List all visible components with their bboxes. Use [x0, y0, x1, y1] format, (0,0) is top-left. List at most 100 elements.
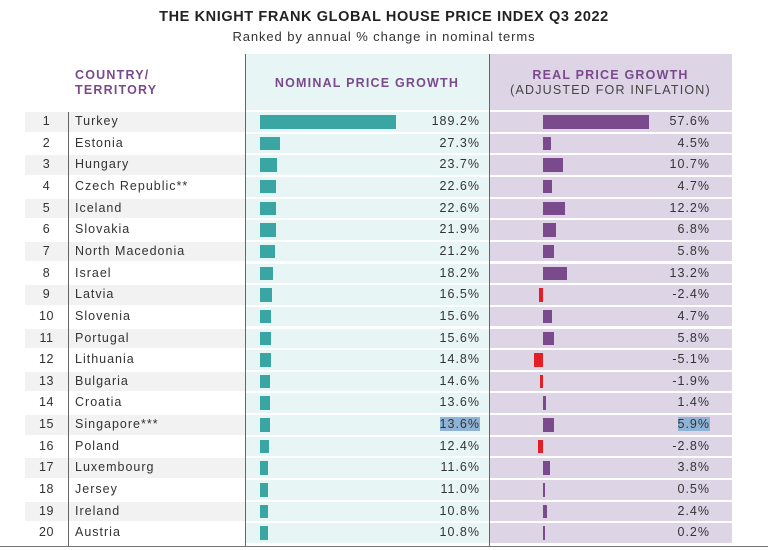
- column-header-country: COUNTRY/ TERRITORY: [75, 68, 165, 98]
- chart-subtitle: Ranked by annual % change in nominal ter…: [232, 29, 536, 44]
- country-label: Croatia: [75, 395, 123, 410]
- real-value-label: 12.2%: [669, 200, 710, 215]
- table-row: 16 Poland 12.4% -2.8%: [0, 436, 768, 457]
- rank-label: 17: [39, 460, 54, 475]
- nominal-bar: [260, 526, 268, 540]
- nominal-value-label: 13.6%: [439, 417, 480, 432]
- nominal-cell-background: [245, 176, 489, 197]
- rank-label: 10: [39, 308, 54, 323]
- nominal-cell-background: [245, 263, 489, 284]
- country-label: Estonia: [75, 135, 124, 150]
- row-label-background: [25, 480, 245, 500]
- nominal-cell-background: [245, 133, 489, 154]
- real-bar: [543, 201, 566, 216]
- table-row: 11 Portugal 15.6% 5.8%: [0, 328, 768, 349]
- nominal-cell-background: [245, 198, 489, 219]
- nominal-value-label: 22.6%: [439, 200, 480, 215]
- real-bar: [543, 461, 550, 475]
- nominal-cell-background: [245, 436, 489, 457]
- column-header-nominal: NOMINAL PRICE GROWTH: [274, 76, 460, 90]
- nominal-value-label: 14.6%: [439, 373, 480, 388]
- country-label: Slovenia: [75, 308, 131, 323]
- country-label: Latvia: [75, 287, 115, 302]
- nominal-cell-background: [245, 328, 489, 349]
- table-row: 15 Singapore*** 13.6% 5.9%: [0, 415, 768, 435]
- column-header-real-title: REAL PRICE GROWTH: [532, 68, 689, 82]
- row-label-background: [25, 501, 245, 522]
- real-bar: [543, 526, 545, 540]
- country-label: Poland: [75, 438, 120, 453]
- row-label-background: [25, 371, 245, 392]
- real-cell-background: [489, 523, 732, 543]
- table-row: 20 Austria 10.8% 0.2%: [0, 523, 768, 543]
- real-value-label: 0.5%: [677, 482, 710, 497]
- row-label-background: [25, 112, 245, 132]
- row-label-background: [25, 176, 245, 197]
- nominal-value-label: 22.6%: [439, 178, 480, 193]
- table-row: 12 Lithuania 14.8% -5.1%: [0, 350, 768, 370]
- nominal-value-label: 21.2%: [439, 243, 480, 258]
- table-row: 18 Jersey 11.0% 0.5%: [0, 480, 768, 500]
- row-label-background: [25, 155, 245, 175]
- rank-label: 19: [39, 503, 54, 518]
- real-value-label: -1.9%: [672, 373, 710, 388]
- country-label: Slovakia: [75, 222, 131, 237]
- real-value-label: 5.8%: [677, 243, 710, 258]
- real-value-label: 3.8%: [677, 460, 710, 475]
- real-value-label: 4.7%: [677, 178, 710, 193]
- country-label: Lithuania: [75, 352, 135, 367]
- real-value-label: 2.4%: [677, 503, 710, 518]
- real-bar: [533, 353, 543, 367]
- nominal-value-label: 18.2%: [439, 265, 480, 280]
- country-label: Iceland: [75, 200, 123, 215]
- real-header-background: [489, 54, 732, 110]
- rank-label: 7: [42, 243, 51, 258]
- nominal-value-label: 23.7%: [439, 157, 480, 172]
- nominal-cell-background: [245, 306, 489, 327]
- country-label: Jersey: [75, 482, 118, 497]
- real-bar: [543, 136, 552, 151]
- nominal-bar: [260, 483, 268, 497]
- row-label-background: [25, 350, 245, 370]
- real-value-label: 57.6%: [669, 114, 710, 128]
- real-value-label: -5.1%: [672, 352, 710, 367]
- country-label: Israel: [75, 265, 112, 280]
- real-bar: [538, 288, 543, 302]
- country-label: Singapore***: [75, 417, 159, 432]
- country-label: Bulgaria: [75, 373, 129, 388]
- real-bar: [543, 223, 556, 237]
- real-cell-background: [489, 285, 732, 305]
- real-bar: [543, 483, 545, 497]
- table-row: 2 Estonia 27.3% 4.5%: [0, 133, 768, 154]
- table-row: 1 Turkey 189.2% 57.6%: [0, 112, 768, 132]
- divider-country-nominal: [245, 54, 246, 546]
- real-bar: [539, 374, 543, 389]
- column-header-real-subtitle: (ADJUSTED FOR INFLATION): [510, 83, 711, 97]
- real-bar: [543, 331, 554, 345]
- real-cell-background: [489, 350, 732, 370]
- nominal-value-label: 21.9%: [439, 222, 480, 237]
- rank-label: 8: [42, 265, 51, 280]
- nominal-cell-background: [245, 220, 489, 240]
- rank-label: 5: [42, 200, 51, 215]
- nominal-value-label: 16.5%: [439, 287, 480, 302]
- nominal-value-label: 13.6%: [439, 395, 480, 410]
- real-cell-background: [489, 501, 732, 522]
- nominal-bar: [260, 244, 276, 259]
- nominal-value-label: 15.6%: [439, 308, 480, 323]
- nominal-bar: [260, 439, 269, 454]
- real-value-label: 13.2%: [669, 265, 710, 280]
- divider-rank-country: [68, 112, 69, 546]
- table-row: 6 Slovakia 21.9% 6.8%: [0, 220, 768, 240]
- rank-label: 2: [42, 135, 51, 150]
- table-row: 4 Czech Republic** 22.6% 4.7%: [0, 176, 768, 197]
- rank-label: 4: [42, 178, 51, 193]
- nominal-bar: [260, 201, 277, 216]
- nominal-bar: [260, 374, 271, 389]
- nominal-value-label: 14.8%: [439, 352, 480, 367]
- row-label-background: [25, 285, 245, 305]
- row-label-background: [25, 241, 245, 262]
- column-header-country-text: COUNTRY/ TERRITORY: [75, 68, 158, 97]
- nominal-cell-background: [245, 350, 489, 370]
- nominal-cell-background: [245, 241, 489, 262]
